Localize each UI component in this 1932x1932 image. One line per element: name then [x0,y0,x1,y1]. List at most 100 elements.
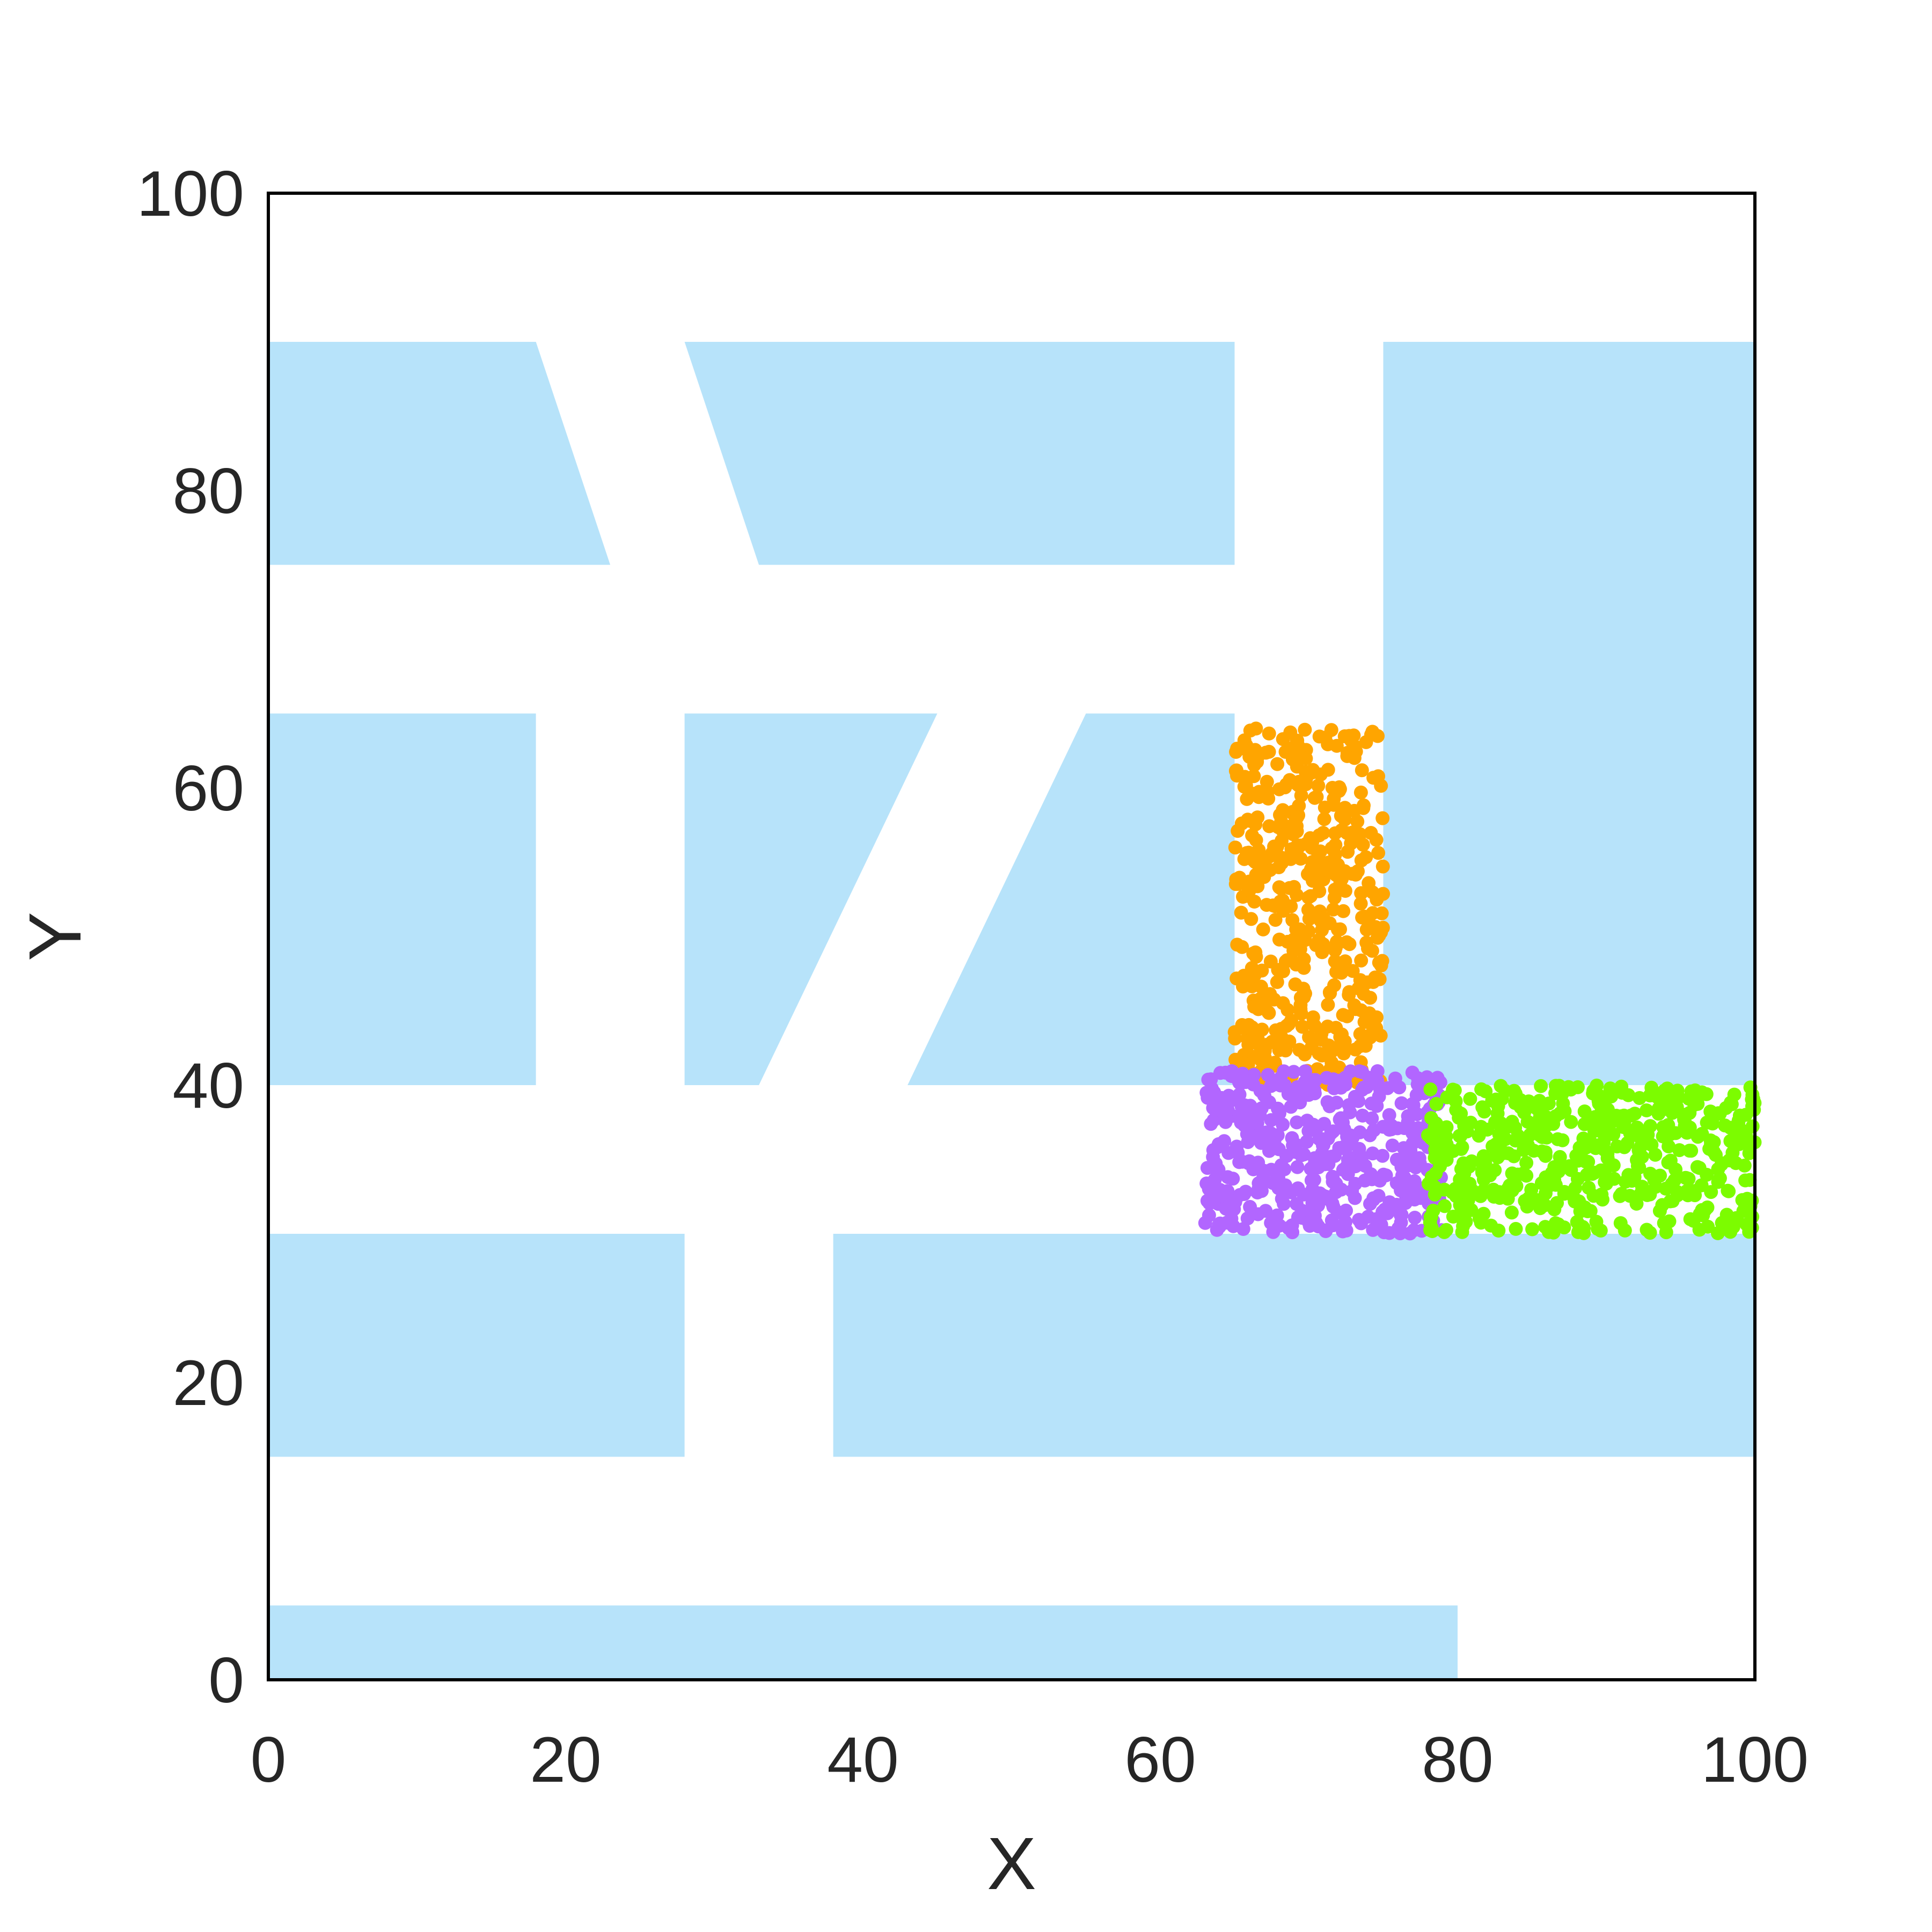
point [1282,1017,1296,1031]
point [1745,1119,1760,1133]
point [1394,1096,1409,1110]
point [1550,1196,1564,1210]
series-3 [1421,1078,1762,1240]
obstacle-8 [833,1234,1755,1457]
point [1308,1209,1322,1223]
point [1307,791,1322,805]
point [1405,1065,1419,1080]
point [1234,1115,1248,1130]
point [1301,867,1315,881]
point [1247,895,1262,909]
point [1505,1115,1519,1129]
point [1644,1080,1659,1095]
point [1334,1111,1348,1125]
point [1356,838,1370,852]
point [1317,812,1331,826]
point [1302,1030,1316,1044]
point [1342,1098,1356,1113]
point [1260,898,1274,912]
point [1692,1223,1707,1237]
point [1542,1179,1556,1193]
point [1298,722,1312,737]
point [1337,813,1352,826]
point [1357,798,1371,813]
point [1264,1079,1278,1093]
point [1262,1144,1276,1158]
point [1229,745,1243,759]
point [1336,1162,1350,1177]
point [1474,1082,1489,1096]
point [1517,1106,1532,1120]
point [1294,1005,1308,1020]
point [1283,725,1298,740]
point [1633,1091,1647,1105]
point [1413,1156,1427,1170]
point [1509,1087,1523,1101]
point [1355,763,1369,778]
point [1640,1188,1655,1202]
point [1350,814,1365,829]
point [1240,1211,1255,1226]
point [1234,905,1248,920]
point [1577,1226,1591,1240]
point [1451,1209,1465,1223]
point [1327,797,1341,812]
point [1246,1077,1261,1092]
x-axis-ticks: 0 20 40 60 80 100 [251,1724,1809,1796]
point [1359,850,1373,865]
point [1484,1218,1498,1233]
point [1542,1225,1556,1239]
point [1323,986,1337,1000]
point [1270,975,1284,989]
point [1437,1199,1452,1213]
point [1455,1225,1469,1239]
point [1478,1168,1492,1182]
point [1371,729,1385,743]
point [1316,826,1330,840]
x-tick-label: 80 [1422,1724,1493,1796]
point [1727,1087,1741,1102]
point [1399,1184,1414,1198]
point [1263,849,1277,863]
plot-frame [267,192,1757,1681]
point [1314,1132,1329,1146]
point [1306,763,1320,777]
point [1311,1219,1326,1234]
point [1509,1221,1523,1236]
point [1217,1134,1232,1148]
point [1598,1092,1613,1107]
point [1392,1080,1407,1095]
y-tick-label: 40 [173,1050,244,1122]
point [1618,1175,1633,1189]
point [1299,837,1314,851]
point [1347,751,1362,765]
point [1683,1212,1697,1226]
point [1344,836,1358,851]
point [1272,782,1286,796]
point [1593,1224,1608,1238]
point [1276,1117,1290,1132]
point [1250,879,1265,894]
point [1364,1016,1378,1031]
point [1301,890,1316,905]
point [1615,1086,1629,1100]
point [1253,1108,1267,1122]
x-tick-label: 20 [530,1724,601,1796]
point [1729,1156,1743,1170]
point [1254,1053,1268,1067]
obstacle-5 [684,713,938,1085]
point [1653,1168,1667,1183]
point [1240,1127,1254,1141]
point [1295,1020,1309,1034]
point [1363,1128,1377,1143]
point [1236,1222,1250,1236]
point [1284,842,1299,857]
point [1596,1107,1611,1121]
point [1564,1082,1578,1097]
point [1377,1225,1391,1240]
point [1652,1204,1667,1218]
point [1371,846,1386,860]
point [1293,852,1308,866]
y-axis-label: Y [14,912,97,961]
point [1657,1084,1672,1098]
